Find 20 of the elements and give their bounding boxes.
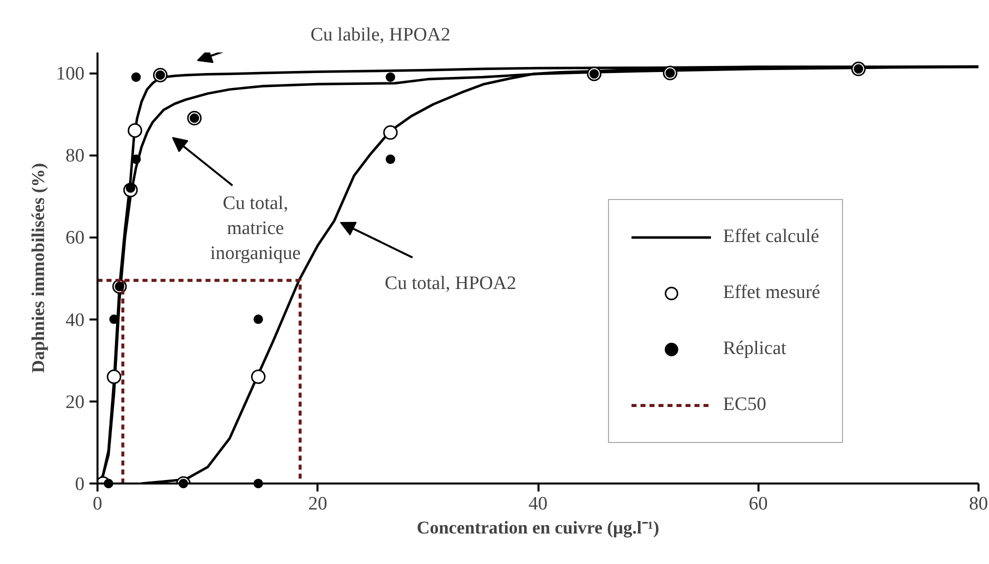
x-tick-label: 0 <box>92 494 102 514</box>
y-tick-label: 60 <box>66 228 84 249</box>
x-tick-label: 40 <box>528 494 548 514</box>
y-tick-label: 80 <box>66 146 84 167</box>
y-axis-title: Daphnies immobilisées (%) <box>28 162 48 374</box>
x-axis-title: Concentration en cuivre (µg.l⁻¹) <box>416 518 660 538</box>
y-tick-label: 20 <box>66 392 84 413</box>
y-tick-label: 0 <box>75 474 84 495</box>
x-tick-label: 80 <box>969 494 988 514</box>
text: Cu labile, HPOA2 <box>310 24 450 46</box>
annotation: Cu total, HPOA2 <box>384 273 516 294</box>
legend-label: Effet mesuré <box>723 281 820 305</box>
y-tick-label: 100 <box>56 64 84 85</box>
legend-label: Effet calculé <box>723 225 820 249</box>
legend-label: Réplicat <box>723 337 786 361</box>
y-tick-label: 40 <box>66 310 84 331</box>
x-tick-label: 20 <box>308 494 328 514</box>
annotation: Cu total, matrice inorganique <box>210 192 301 264</box>
x-tick-label: 60 <box>748 494 768 514</box>
legend-label: EC50 <box>723 393 766 417</box>
